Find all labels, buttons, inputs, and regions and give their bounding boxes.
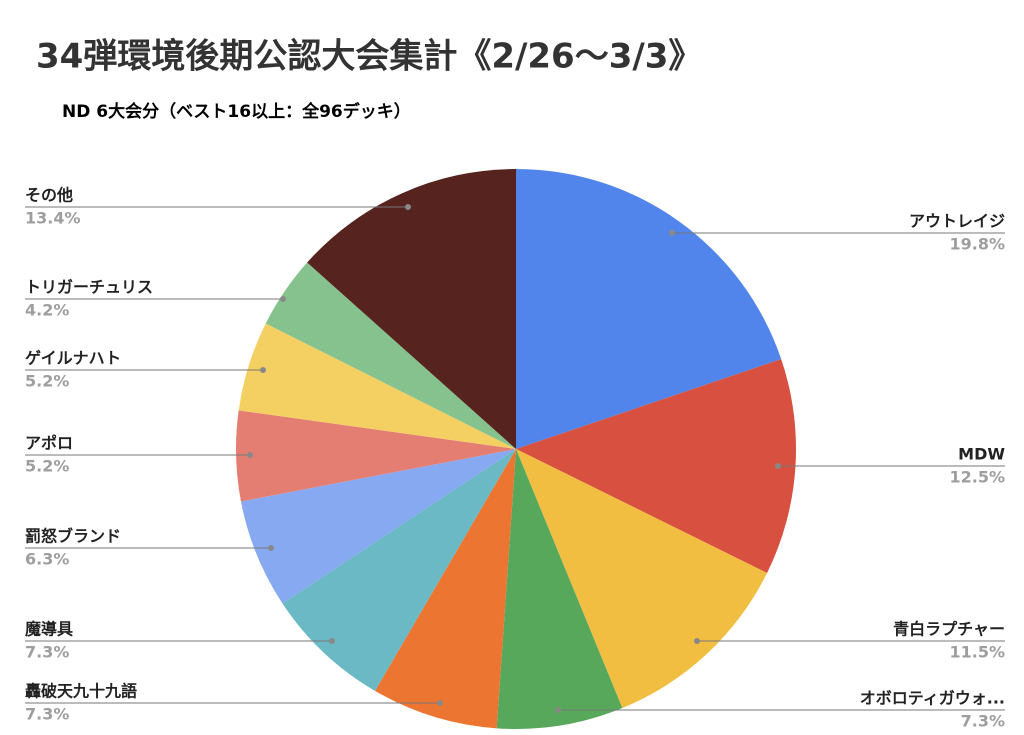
leader-dot	[437, 700, 443, 706]
leader-dot	[555, 707, 561, 713]
slice-value-label: 7.3%	[25, 705, 69, 724]
slice-value-label: 4.2%	[25, 301, 69, 320]
pie-slice	[240, 449, 516, 604]
slice-value-label: 12.5%	[949, 468, 1005, 487]
pie-slice	[307, 169, 516, 449]
pie-slice	[496, 449, 623, 729]
slice-value-label: 11.5%	[949, 643, 1005, 662]
leader-dot	[280, 296, 286, 302]
slice-label: 罰怒ブランド	[25, 527, 121, 546]
pie-slice	[236, 410, 516, 502]
pie-slice	[374, 449, 516, 729]
pie-slice	[265, 262, 516, 449]
slice-value-label: 19.8%	[949, 235, 1005, 254]
leader-dot	[694, 638, 700, 644]
pie-slice	[282, 449, 516, 691]
leader-dot	[405, 204, 411, 210]
slice-label: 魔導具	[25, 620, 73, 639]
slice-value-label: 5.2%	[25, 372, 69, 391]
slice-label: ゲイルナハト	[25, 349, 121, 368]
labels: アウトレイジ 19.8% MDW 12.5% 青白ラプチャー 11.5% オボロティガウォ.…	[25, 186, 1005, 731]
leader-dot	[260, 367, 266, 373]
chart-title: 34弾環境後期公認大会集計《2/26〜3/3》	[36, 37, 702, 77]
leader-dot	[268, 545, 274, 551]
slice-value-label: 7.3%	[961, 712, 1005, 731]
pie-slice	[516, 449, 768, 709]
slice-label: アポロ	[25, 434, 73, 453]
leader-dot	[329, 638, 335, 644]
pie	[236, 169, 796, 729]
leader-dot	[669, 230, 675, 236]
pie-slice	[238, 323, 516, 449]
slice-value-label: 6.3%	[25, 550, 69, 569]
pie-slice	[516, 169, 782, 449]
slice-label: オボロティガウォ...	[860, 689, 1005, 708]
leader-dot	[247, 452, 253, 458]
slice-label: トリガーチュリス	[25, 278, 153, 297]
slice-label: MDW	[958, 445, 1005, 464]
slice-label: アウトレイジ	[909, 212, 1005, 231]
chart-subtitle: ND 6大会分（ベスト16以上：全96デッキ）	[62, 101, 411, 122]
slice-value-label: 13.4%	[25, 209, 81, 228]
slice-value-label: 7.3%	[25, 643, 69, 662]
pie-slice	[516, 359, 796, 573]
leader-dot	[775, 463, 781, 469]
slice-value-label: 5.2%	[25, 457, 69, 476]
slice-label: 轟破天九十九語	[25, 682, 137, 701]
slice-label: その他	[25, 186, 73, 205]
slice-label: 青白ラプチャー	[893, 620, 1005, 639]
